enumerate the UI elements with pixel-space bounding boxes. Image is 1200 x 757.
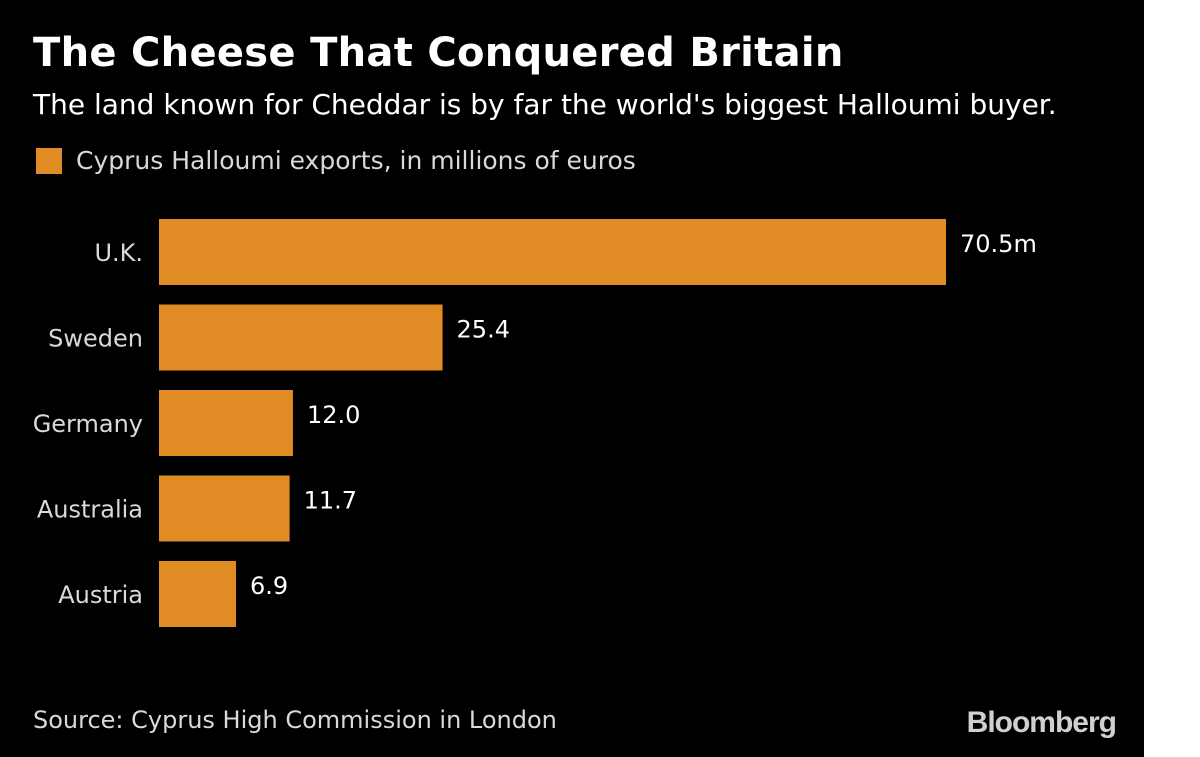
bar-sweden bbox=[159, 304, 443, 371]
legend-swatch bbox=[36, 147, 62, 174]
category-label: U.K. bbox=[94, 239, 143, 267]
category-label: Sweden bbox=[48, 325, 143, 353]
bar-austria bbox=[159, 561, 237, 627]
chart-panel: The Cheese That Conquered Britain The la… bbox=[0, 0, 1144, 757]
value-label: 11.7 bbox=[304, 487, 357, 515]
bar-germany bbox=[159, 390, 293, 456]
value-label: 70.5m bbox=[960, 230, 1037, 258]
value-label: 6.9 bbox=[250, 572, 288, 600]
chart-title: The Cheese That Conquered Britain bbox=[33, 30, 844, 76]
chart-subtitle: The land known for Cheddar is by far the… bbox=[33, 88, 1057, 121]
category-label: Germany bbox=[33, 410, 143, 438]
value-label: 25.4 bbox=[457, 316, 510, 344]
legend-label: Cyprus Halloumi exports, in millions of … bbox=[76, 146, 636, 175]
bar-australia bbox=[159, 475, 290, 542]
value-label: 12.0 bbox=[307, 401, 360, 429]
bloomberg-logo: Bloomberg bbox=[966, 706, 1117, 739]
category-label: Austria bbox=[58, 581, 143, 609]
bar-uk bbox=[159, 219, 946, 285]
legend: Cyprus Halloumi exports, in millions of … bbox=[36, 146, 636, 175]
source-note: Source: Cyprus High Commission in London bbox=[33, 706, 557, 734]
bar-chart: U.K. 70.5m Sweden 25.4 Germany 12.0 Australia 1… bbox=[33, 219, 1037, 627]
category-label: Australia bbox=[37, 496, 143, 524]
